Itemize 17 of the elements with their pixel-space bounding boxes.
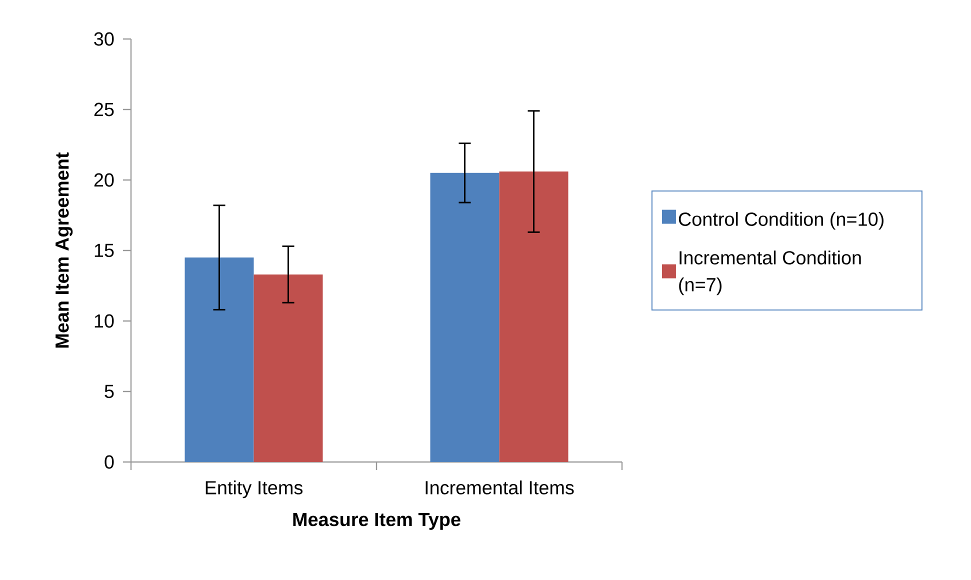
legend-label: Incremental Condition (n=7) xyxy=(679,250,861,296)
bar xyxy=(184,258,254,462)
y-tick-label: 20 xyxy=(94,173,114,187)
x-tick-label: Entity Items xyxy=(206,480,303,498)
bar xyxy=(499,172,568,462)
y-tick-label: 5 xyxy=(104,384,114,398)
x-tick-label: Incremental Items xyxy=(426,480,574,494)
y-tick-label: 0 xyxy=(104,455,114,469)
y-tick-label: 10 xyxy=(94,314,114,328)
bar xyxy=(430,172,500,462)
legend-label: Control Condition (n=10) xyxy=(678,212,884,230)
y-tick-label: 25 xyxy=(94,102,114,116)
y-axis-title: Mean Item Agreement xyxy=(56,152,73,348)
y-tick-label: 15 xyxy=(94,244,114,258)
x-axis-title: Measure Item Type xyxy=(293,512,460,530)
y-tick-label: 30 xyxy=(94,32,114,46)
bar xyxy=(254,274,323,462)
